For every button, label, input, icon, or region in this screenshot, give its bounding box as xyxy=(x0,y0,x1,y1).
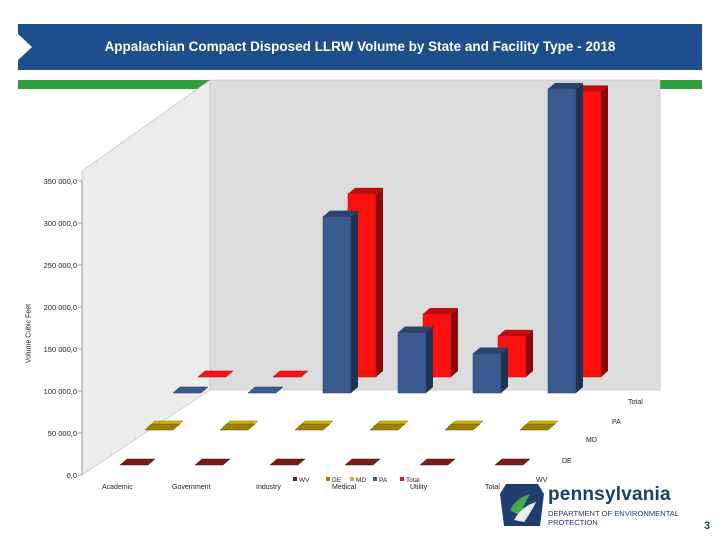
y-tick-label: 250 000,0 xyxy=(44,261,77,270)
category-label-utility: Utility xyxy=(410,484,428,491)
bar-top-total-industry xyxy=(348,187,383,194)
legend-swatch-de xyxy=(326,477,330,481)
bar-top-pa-utility xyxy=(473,347,508,354)
legend-label-de: DE xyxy=(332,477,342,484)
legend-swatch-wv xyxy=(293,477,297,481)
bar-side-total-utility xyxy=(526,329,533,377)
category-label-government: Government xyxy=(172,484,211,491)
category-label-industry: Industry xyxy=(256,484,281,491)
logo-name: pennsylvania xyxy=(548,484,671,505)
banner-notch xyxy=(18,34,32,60)
bar-side-pa-medical xyxy=(426,326,433,393)
pa-dep-logo: pennsylvania DEPARTMENT OF ENVIRONMENTAL… xyxy=(500,480,700,530)
bar-wv-utility xyxy=(419,458,456,466)
bar-top-total-medical xyxy=(423,308,458,314)
legend-label-pa: PA xyxy=(379,477,388,484)
bar-de-utility xyxy=(444,423,481,431)
y-tick-label: 350 000,0 xyxy=(44,177,77,186)
bar-side-total-total xyxy=(601,85,608,378)
bar-side-total-industry xyxy=(376,187,383,377)
y-tick-label: 150 000,0 xyxy=(44,345,77,354)
y-tick-label: 300 000,0 xyxy=(44,219,77,228)
depth-label-de: DE xyxy=(562,458,572,465)
legend-swatch-total xyxy=(400,477,404,481)
bar-de-medical xyxy=(369,423,406,431)
keystone-logo-icon xyxy=(500,484,544,526)
category-label-total: Total xyxy=(485,484,500,491)
depth-label-total: Total xyxy=(628,399,643,406)
bar-de-total xyxy=(519,423,556,431)
category-label-medical: Medical xyxy=(332,484,357,491)
bar-total-government xyxy=(272,370,309,378)
category-label-academic: Academic xyxy=(102,484,133,491)
legend-swatch-pa xyxy=(373,477,377,481)
bar-de-academic xyxy=(144,423,181,431)
depth-label-wv: WV xyxy=(536,477,548,484)
bar-side-pa-industry xyxy=(351,210,358,393)
y-tick-label: 50 000,0 xyxy=(48,429,77,438)
bar-side-pa-total xyxy=(576,82,583,394)
bar-side-pa-utility xyxy=(501,347,508,393)
logo-subtitle: DEPARTMENT OF ENVIRONMENTAL PROTECTION xyxy=(548,509,679,527)
y-tick-label: 100 000,0 xyxy=(44,387,77,396)
legend-label-wv: WV xyxy=(299,477,310,484)
bar-de-industry xyxy=(294,423,331,431)
bar-top-total-utility xyxy=(498,329,533,336)
bar-wv-total xyxy=(494,458,531,466)
bar-top-pa-total xyxy=(548,82,583,89)
y-tick-label: 0,0 xyxy=(67,471,77,480)
page-number: 3 xyxy=(704,520,711,532)
bar-pa-government xyxy=(247,386,284,394)
bar-wv-industry xyxy=(269,458,306,466)
legend-label-md: MD xyxy=(356,477,366,484)
side-wall xyxy=(81,79,211,476)
legend-swatch-md xyxy=(350,477,354,481)
legend-label-total: Total xyxy=(406,477,420,484)
bar-de-government xyxy=(219,423,256,431)
y-axis-title: Volume Cubic Feet xyxy=(25,303,33,364)
bar-total-academic xyxy=(197,370,234,378)
bar-wv-government xyxy=(194,458,231,466)
bar-pa-industry xyxy=(322,216,352,394)
bar-pa-medical xyxy=(397,332,427,394)
bar-wv-medical xyxy=(344,458,381,466)
bar-pa-utility xyxy=(472,353,502,394)
bar-pa-total xyxy=(547,88,577,394)
depth-label-pa: PA xyxy=(612,419,621,426)
bar-pa-academic xyxy=(172,386,209,394)
depth-label-md: MD xyxy=(586,437,597,444)
chart-title: Appalachian Compact Disposed LLRW Volume… xyxy=(104,39,616,54)
bar-side-total-medical xyxy=(451,308,458,377)
bar-top-pa-industry xyxy=(323,210,358,217)
bar-top-pa-medical xyxy=(398,326,433,333)
bar-wv-academic xyxy=(119,458,156,466)
y-tick-label: 200 000,0 xyxy=(44,303,77,312)
title-banner xyxy=(18,24,702,70)
